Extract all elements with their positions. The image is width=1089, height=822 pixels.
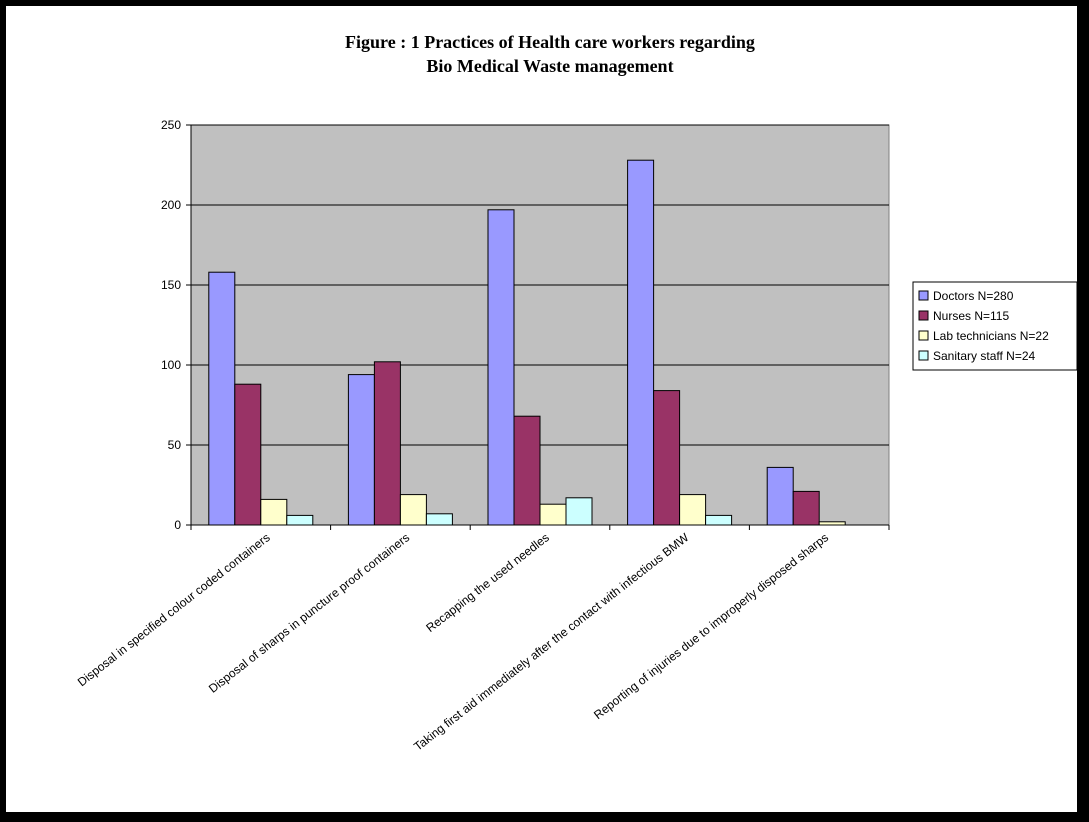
bar: [792, 490, 820, 526]
bar: [653, 390, 681, 526]
legend: Doctors N=280 Nurses N=115 Lab technicians…: [912, 281, 1078, 371]
bars: [208, 159, 846, 526]
legend-label: Sanitary staff N=24: [933, 349, 1035, 363]
bar: [208, 271, 236, 526]
bar: [260, 498, 288, 526]
axes: [190, 125, 890, 530]
bar: [234, 383, 262, 526]
y-tick-label: 50: [168, 438, 182, 452]
y-tick-label: 150: [161, 278, 181, 292]
y-tick-label: 250: [161, 118, 181, 132]
bar: [425, 513, 453, 526]
x-axis-labels: Disposal in specified colour coded conta…: [75, 530, 831, 754]
bar: [705, 514, 733, 526]
legend-label: Lab technicians N=22: [933, 329, 1049, 343]
x-category-label: Reporting of injuries due to improperly …: [591, 530, 831, 722]
bar: [347, 374, 375, 526]
legend-swatch: [918, 290, 929, 301]
bar: [627, 159, 655, 526]
legend-swatch: [918, 310, 929, 321]
legend-label: Nurses N=115: [933, 309, 1009, 323]
legend-box: [912, 281, 1078, 371]
bar: [286, 514, 314, 526]
bar: [487, 209, 515, 526]
bar: [679, 494, 707, 526]
chart-title-line-2: Bio Medical Waste management: [426, 56, 674, 76]
chart-title: Figure : 1 Practices of Health care work…: [250, 30, 850, 78]
bar: [399, 494, 427, 526]
x-category-label: Recapping the used needles: [423, 530, 551, 635]
legend-swatch: [918, 350, 929, 361]
legend-label: Doctors N=280: [933, 289, 1014, 303]
bar: [565, 497, 593, 526]
bar: [539, 503, 567, 526]
chart-title-line-1: Figure : 1 Practices of Health care work…: [345, 32, 755, 52]
y-tick-label: 200: [161, 198, 181, 212]
y-tick-label: 0: [174, 518, 181, 532]
x-category-label: Taking first aid immediately after the c…: [411, 530, 692, 754]
y-axis-ticks: 0 50 100 150 200 250: [161, 118, 191, 532]
bar: [373, 361, 401, 526]
legend-swatch: [918, 330, 929, 341]
y-tick-label: 100: [161, 358, 181, 372]
bar: [513, 415, 541, 526]
bar: [766, 466, 794, 526]
